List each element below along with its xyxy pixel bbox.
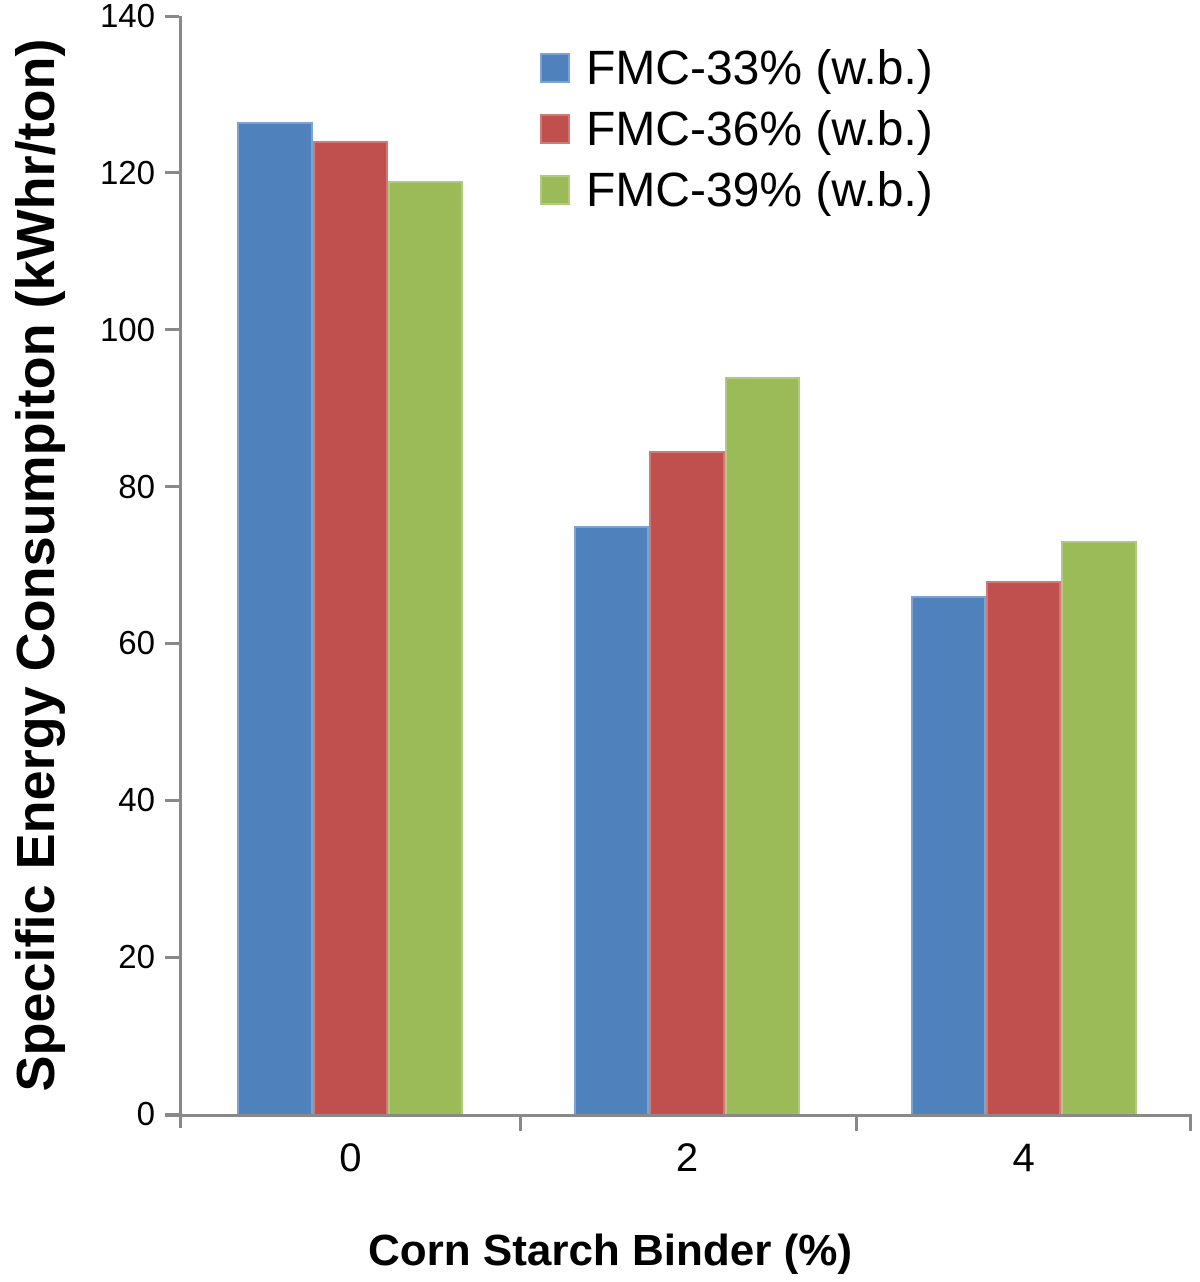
y-tick-label: 20 [118, 938, 155, 976]
x-category-label: 2 [675, 1136, 699, 1180]
y-tick-mark [165, 171, 179, 175]
legend-swatch-icon [540, 114, 570, 144]
y-axis-line [179, 16, 182, 1128]
x-category-label: 4 [1012, 1136, 1035, 1180]
y-tick-label: 40 [118, 781, 155, 819]
y-tick-mark [165, 955, 179, 959]
x-tick-mark [518, 1114, 522, 1131]
y-tick-mark [165, 641, 179, 645]
legend-swatch-icon [540, 175, 570, 205]
y-tick-label: 120 [99, 153, 155, 191]
y-tick-label: 100 [99, 310, 155, 348]
bar-fmc-36-cat-4 [986, 580, 1062, 1114]
y-tick-label: 80 [118, 467, 155, 505]
x-tick-mark [855, 1114, 859, 1131]
x-axis-line [165, 1114, 1192, 1117]
bar-fmc-33-cat-0 [237, 121, 313, 1114]
y-tick-label: 60 [118, 624, 155, 662]
bar-fmc-33-cat-4 [910, 596, 986, 1114]
bar-fmc-39-cat-4 [1061, 541, 1137, 1114]
y-tick-label: 0 [136, 1095, 155, 1132]
legend-item: FMC-39% (w.b.) [540, 162, 933, 218]
x-category-label: 0 [339, 1136, 362, 1180]
legend-label: FMC-33% (w.b.) [586, 41, 933, 95]
x-axis-title: Corn Starch Binder (%) [367, 1226, 853, 1275]
y-tick-mark [165, 328, 179, 332]
y-tick-mark [165, 798, 179, 802]
legend-label: FMC-39% (w.b.) [586, 163, 933, 217]
legend-item: FMC-36% (w.b.) [540, 101, 933, 157]
legend-item: FMC-33% (w.b.) [540, 40, 933, 96]
x-tick-mark [1189, 1114, 1192, 1131]
y-tick-mark [165, 14, 179, 18]
y-tick-mark [165, 485, 179, 489]
bar-fmc-39-cat-2 [724, 376, 800, 1114]
y-tick-label: 140 [99, 0, 155, 34]
bar-fmc-39-cat-0 [387, 180, 464, 1114]
bar-fmc-36-cat-2 [649, 451, 725, 1114]
bar-fmc-33-cat-2 [574, 525, 650, 1114]
legend-label: FMC-36% (w.b.) [586, 102, 933, 156]
legend-swatch-icon [540, 53, 570, 83]
bar-fmc-36-cat-0 [312, 141, 388, 1114]
legend: FMC-33% (w.b.) FMC-36% (w.b.) FMC-39% (w.b… [540, 40, 933, 223]
